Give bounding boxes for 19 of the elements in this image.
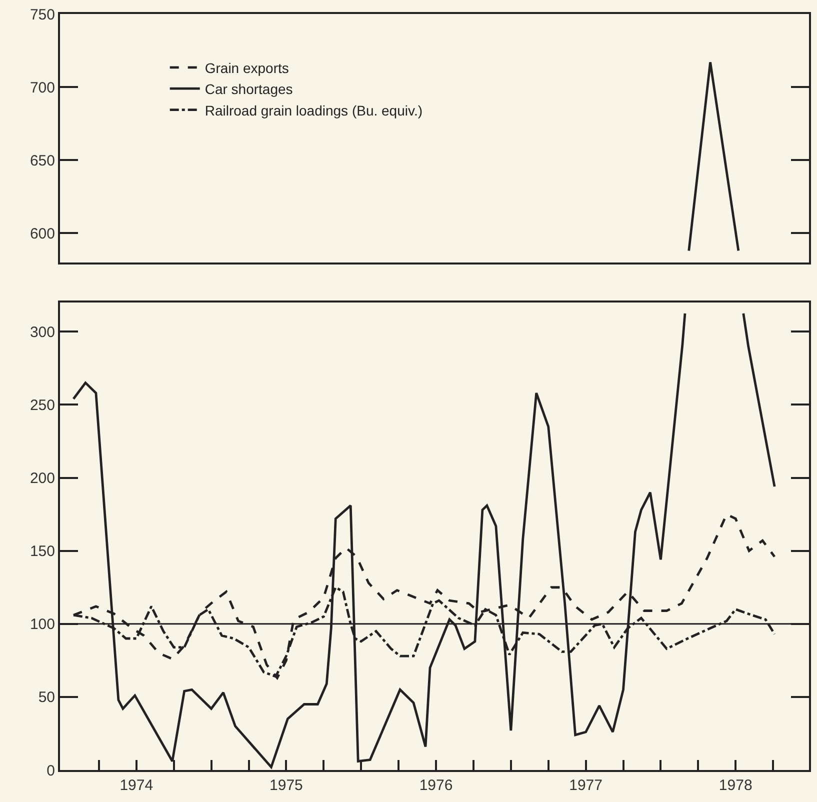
x-tick-label: 1978 — [718, 777, 752, 794]
y-tick-label: 300 — [30, 324, 55, 341]
y-tick-label: 150 — [30, 543, 55, 560]
y-tick-label: 200 — [30, 470, 55, 488]
y-tick-label: 700 — [30, 79, 55, 96]
x-tick-label: 1977 — [569, 777, 602, 794]
y-tick-label: 750 — [30, 6, 55, 24]
y-tick-label: 650 — [30, 152, 55, 170]
y-tick-label: 0 — [46, 762, 55, 780]
y-tick-label: 600 — [30, 225, 55, 242]
legend-label: Grain exports — [204, 60, 289, 76]
legend-label: Railroad grain loadings (Bu. equiv.) — [204, 102, 422, 118]
y-tick-label: 250 — [30, 396, 55, 414]
x-tick-label: 1976 — [419, 777, 453, 794]
x-tick-label: 1974 — [120, 777, 154, 794]
legend-label: Car shortages — [204, 81, 293, 98]
x-tick-label: 1975 — [270, 777, 303, 794]
y-tick-label: 50 — [38, 689, 55, 706]
y-tick-label: 100 — [30, 616, 55, 634]
